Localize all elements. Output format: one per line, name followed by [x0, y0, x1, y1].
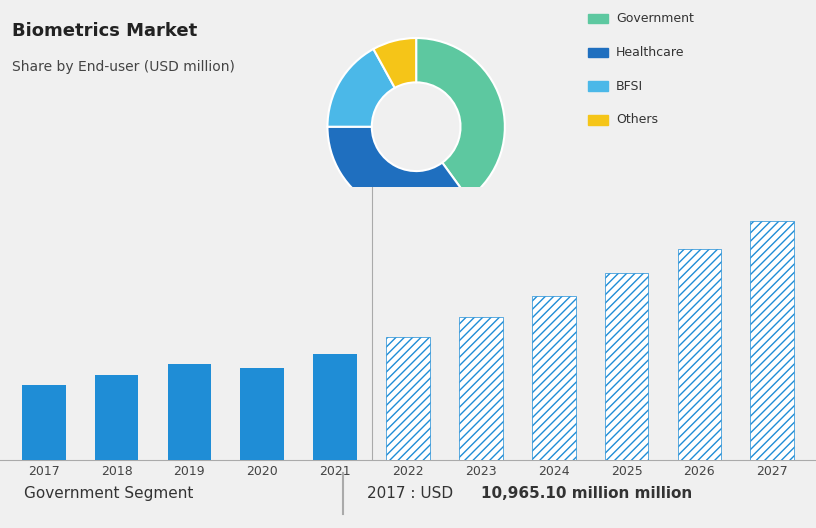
Wedge shape: [374, 38, 416, 88]
Wedge shape: [327, 127, 468, 215]
Text: Biometrics Market: Biometrics Market: [12, 23, 197, 41]
Bar: [588, 14, 608, 23]
Wedge shape: [416, 38, 505, 199]
Bar: [386, 337, 430, 460]
Bar: [22, 385, 65, 460]
Bar: [313, 354, 357, 460]
Text: Government: Government: [616, 12, 694, 25]
Bar: [751, 221, 794, 460]
Bar: [167, 364, 211, 460]
Wedge shape: [327, 49, 395, 127]
Bar: [241, 368, 284, 460]
Bar: [588, 81, 608, 91]
Text: Share by End-user (USD million): Share by End-user (USD million): [12, 60, 235, 74]
Bar: [532, 296, 575, 460]
Text: Others: Others: [616, 114, 658, 126]
Text: 2017 : USD: 2017 : USD: [367, 486, 459, 502]
Bar: [605, 272, 649, 460]
Bar: [677, 249, 721, 460]
Text: Healthcare: Healthcare: [616, 46, 685, 59]
Text: BFSI: BFSI: [616, 80, 643, 93]
Bar: [459, 317, 503, 460]
Bar: [588, 115, 608, 125]
Bar: [95, 375, 139, 460]
Text: Government Segment: Government Segment: [24, 486, 194, 502]
Bar: [588, 48, 608, 57]
Text: 10,965.10 million million: 10,965.10 million million: [481, 486, 693, 502]
